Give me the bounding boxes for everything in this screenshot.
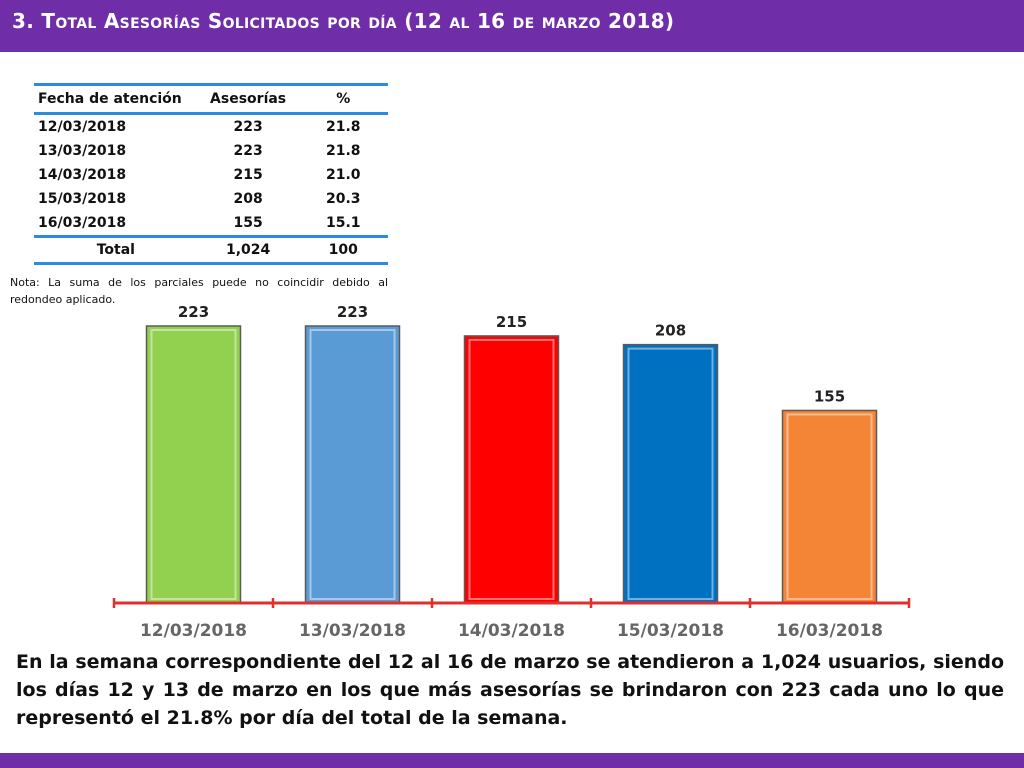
bar-highlight (627, 347, 714, 600)
table-header-row: Fecha de atención Asesorías % (34, 84, 388, 114)
bar-chart: 223 12/03/2018 223 13/03/2018 215 14/03/2018 2… (112, 303, 911, 641)
column-header-date: Fecha de atención (38, 91, 182, 107)
table-row: 13/03/2018 223 21.8 (34, 139, 388, 163)
table-cell-date: 12/03/2018 (38, 119, 127, 135)
bar (304, 325, 401, 604)
table-cell-count: 223 (233, 143, 263, 159)
table-cell-percent: 21.0 (326, 167, 361, 183)
x-tick-label: 12/03/2018 (140, 621, 247, 641)
table-row: 16/03/2018 155 15.1 (34, 211, 388, 237)
table-cell-date: 15/03/2018 (38, 191, 127, 207)
x-tick-label: 13/03/2018 (299, 621, 406, 641)
table-cell-count: 208 (233, 191, 263, 207)
table-row: 12/03/2018 223 21.8 (34, 114, 388, 140)
x-tick-label: 14/03/2018 (458, 621, 565, 641)
table-cell-percent: 15.1 (326, 215, 361, 231)
title-bar: 3. Total Asesorías Solicitados por día (… (0, 0, 1024, 52)
table-cell-date: 16/03/2018 (38, 215, 127, 231)
total-label: Total (96, 242, 135, 258)
total-percent: 100 (328, 242, 358, 258)
column-header-percent: % (336, 91, 351, 107)
table-cell-percent: 21.8 (326, 119, 361, 135)
bar-highlight (468, 338, 555, 600)
bar (781, 409, 878, 604)
table-cell-count: 223 (233, 119, 263, 135)
data-label: 223 (178, 303, 209, 321)
table-cell-date: 14/03/2018 (38, 167, 127, 183)
data-label: 155 (814, 387, 845, 405)
summary-paragraph: En la semana correspondiente del 12 al 1… (16, 651, 1004, 729)
bar-highlight (150, 329, 237, 600)
bar-highlight (786, 413, 873, 600)
table-note: Nota: La suma de los parciales puede no … (10, 276, 388, 306)
bar (463, 335, 560, 604)
bar (622, 343, 719, 604)
footer-bar (0, 753, 1024, 768)
table-total-row: Total 1,024 100 (34, 236, 388, 264)
table-cell-date: 13/03/2018 (38, 143, 127, 159)
table-cell-count: 215 (233, 167, 263, 183)
data-table: Fecha de atención Asesorías % 12/03/2018… (34, 83, 388, 265)
x-tick-label: 15/03/2018 (617, 621, 724, 641)
table-row: 14/03/2018 215 21.0 (34, 163, 388, 187)
bar (145, 325, 242, 604)
table-cell-percent: 21.8 (326, 143, 361, 159)
column-header-count: Asesorías (210, 91, 287, 107)
bar-highlight (309, 329, 396, 600)
page-title: 3. Total Asesorías Solicitados por día (… (12, 9, 675, 33)
table-cell-percent: 20.3 (326, 191, 361, 207)
table-cell-count: 155 (233, 215, 263, 231)
data-label: 223 (337, 303, 368, 321)
total-count: 1,024 (225, 242, 271, 258)
data-label: 208 (655, 322, 686, 340)
table-row: 15/03/2018 208 20.3 (34, 187, 388, 211)
x-tick-label: 16/03/2018 (776, 621, 883, 641)
data-label: 215 (496, 313, 527, 331)
